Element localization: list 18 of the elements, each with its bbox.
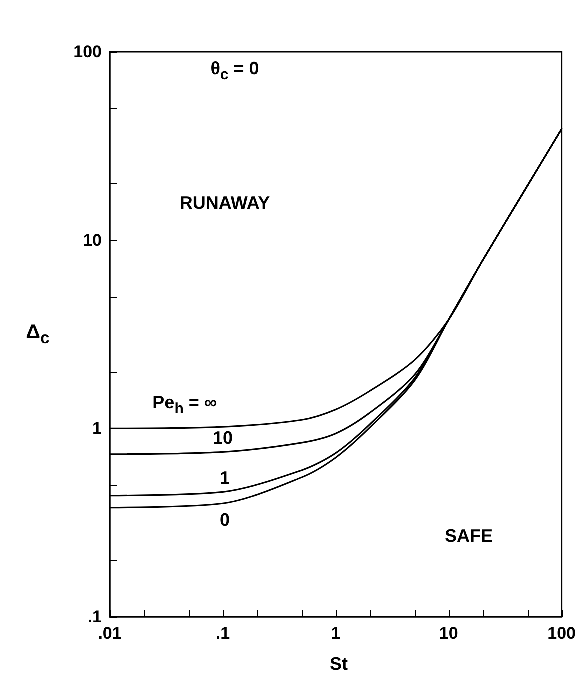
annotation: RUNAWAY bbox=[180, 193, 270, 213]
x-axis-title: St bbox=[330, 654, 348, 674]
series-label: Pe$_{h}$ = ∞ bbox=[152, 392, 218, 418]
y-tick-label: 10 bbox=[83, 230, 102, 250]
annotation: SAFE bbox=[444, 526, 494, 546]
y-tick-label: 1 bbox=[92, 419, 102, 438]
x-tick-label: .01 bbox=[98, 624, 122, 643]
y-tick-label: 100 bbox=[74, 42, 102, 62]
x-tick-label: .1 bbox=[216, 624, 230, 643]
series-label: 1 bbox=[220, 468, 230, 488]
annotation: θ$_{c}$ = 0 bbox=[210, 58, 260, 84]
x-tick-label: 10 bbox=[439, 624, 458, 643]
series-label: 0 bbox=[220, 510, 230, 530]
series-label: 10 bbox=[212, 428, 233, 448]
y-axis-title: Δ$_{c}$ bbox=[26, 321, 50, 348]
x-tick-label: 100 bbox=[548, 624, 576, 643]
x-tick-label: 1 bbox=[331, 624, 341, 643]
y-tick-label: .1 bbox=[88, 608, 102, 626]
